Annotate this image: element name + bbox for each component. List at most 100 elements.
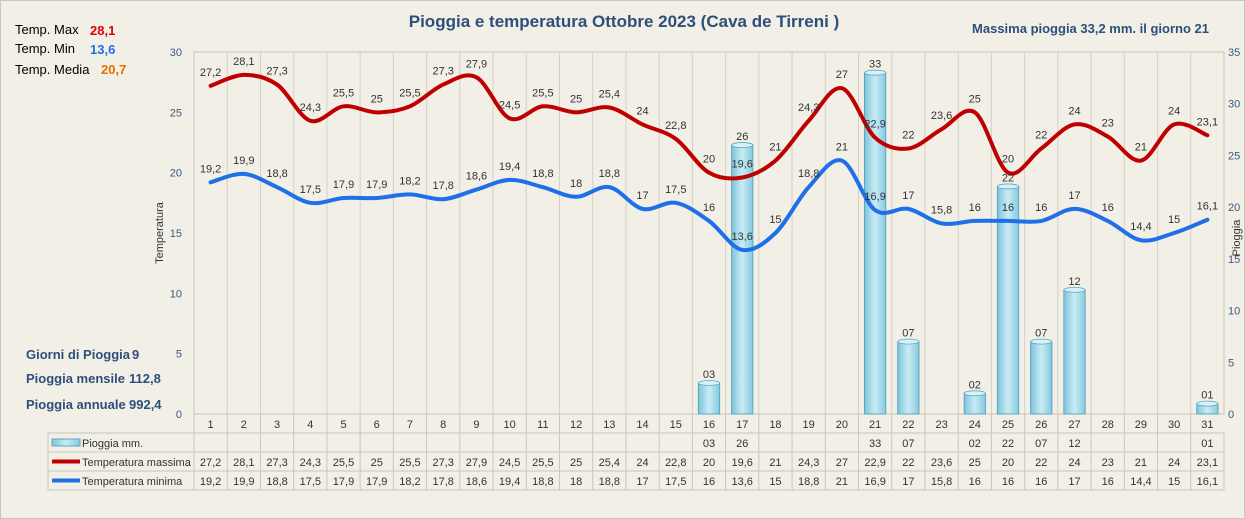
table-cell: 27,2: [200, 457, 221, 469]
y-tick-label: 10: [170, 288, 182, 300]
tmax-data-label: 27,3: [432, 66, 453, 78]
legend-tmin-name: Temperatura minima: [82, 476, 183, 488]
x-tick-label: 26: [1035, 419, 1047, 431]
rain-stats: Giorni di Pioggia 9 Pioggia mensile 112,…: [26, 347, 162, 412]
tmax-data-label: 25: [969, 93, 981, 105]
tmin-data-label: 17: [902, 190, 914, 202]
rain-data-label: 26: [736, 131, 748, 143]
y-axis-label: Temperatura: [154, 201, 166, 264]
tmax-data-label: 22,8: [665, 120, 686, 132]
table-cell: 20: [703, 457, 715, 469]
table-cell: 18,8: [599, 476, 620, 488]
temp-max-value: 28,1: [90, 23, 115, 38]
table-cell: 27,3: [266, 457, 287, 469]
tmin-line: [208, 158, 1210, 253]
x-tick-label: 28: [1102, 419, 1114, 431]
table-cell: 14,4: [1130, 476, 1151, 488]
tmin-data-label: 17,9: [366, 179, 387, 191]
x-tick-label: 22: [902, 419, 914, 431]
rain-days-value: 9: [132, 347, 139, 362]
tmax-data-label: 24: [636, 105, 648, 117]
tmin-data-label: 21: [836, 142, 848, 154]
y2-tick-label: 35: [1228, 47, 1240, 59]
table-cell: 24: [636, 457, 648, 469]
x-tick-label: 12: [570, 419, 582, 431]
table-cell: 24,3: [300, 457, 321, 469]
tmin-data-label: 16,9: [864, 191, 885, 203]
y-tick-label: 5: [176, 349, 182, 361]
table-row: [47, 470, 1225, 491]
x-tick-label: 19: [803, 419, 815, 431]
table-cell: 12: [1068, 438, 1080, 450]
rain-bar: [1030, 341, 1053, 415]
tmin-data-label: 16: [1102, 202, 1114, 214]
rain-bar-top: [963, 390, 986, 397]
tmax-data-label: 27,2: [200, 67, 221, 79]
x-tick-label: 27: [1068, 419, 1080, 431]
table-cell: 24: [1168, 457, 1180, 469]
rain-bar-top: [1196, 400, 1219, 407]
tmin-data-label: 17: [1068, 190, 1080, 202]
table-cell: 16: [703, 476, 715, 488]
table-cell: 25: [371, 457, 383, 469]
table-cell: 25: [570, 457, 582, 469]
table-cell: 19,2: [200, 476, 221, 488]
table-cell: 28,1: [233, 457, 254, 469]
data-labels: 03 26 33 07 02 22 07 12 01 27,2 28,1 27,3 24,3 25,5 25…: [200, 56, 1218, 402]
table-cell: 23,6: [931, 457, 952, 469]
table-cell: 17: [636, 476, 648, 488]
tmin-data-label: 18,6: [466, 171, 487, 183]
table-cell: 17: [1068, 476, 1080, 488]
tmin-data-label: 17,5: [300, 184, 321, 196]
max-rain-text: Massima pioggia 33,2 mm. il giorno 21: [972, 21, 1209, 36]
table-cell: 07: [902, 438, 914, 450]
x-tick-label: 30: [1168, 419, 1180, 431]
table-cell: 16: [1102, 476, 1114, 488]
x-tick-label: 16: [703, 419, 715, 431]
x-tick-label: 15: [670, 419, 682, 431]
rain-bar: [697, 382, 721, 415]
table-cell: 21: [769, 457, 781, 469]
tmax-data-label: 24,3: [798, 102, 819, 114]
table-cell: 16,9: [864, 476, 885, 488]
tmax-data-label: 28,1: [233, 56, 254, 68]
tmin-data-label: 18,8: [599, 168, 620, 180]
table-cell: 22,9: [864, 457, 885, 469]
x-tick-label: 13: [603, 419, 615, 431]
data-table: Pioggia mm. 03 26 33 07 02 22 07 12 01Temperatura…: [47, 414, 1225, 491]
y-tick-label: 30: [170, 47, 182, 59]
x-tick-label: 1: [208, 419, 214, 431]
tmax-data-label: 20: [703, 154, 715, 166]
y-tick-label: 15: [170, 228, 182, 240]
table-cell: 25,5: [333, 457, 354, 469]
temperature-stats: Temp. Max 28,1 Temp. Min 13,6 Temp. Medi…: [15, 22, 126, 77]
table-cell: 16,1: [1197, 476, 1218, 488]
table-cell: 07: [1035, 438, 1047, 450]
tmin-data-label: 16: [703, 202, 715, 214]
tmax-data-label: 22: [902, 130, 914, 142]
tmin-data-label: 15: [1168, 214, 1180, 226]
table-cell: 18: [570, 476, 582, 488]
table-cell: 18,6: [466, 476, 487, 488]
table-cell: 24: [1068, 457, 1080, 469]
table-cell: 18,8: [266, 476, 287, 488]
tmax-data-label: 25: [570, 93, 582, 105]
x-tick-label: 25: [1002, 419, 1014, 431]
tmax-data-label: 27: [836, 69, 848, 81]
legend-tmax-name: Temperatura massima: [82, 457, 192, 469]
tmax-data-label: 25: [371, 93, 383, 105]
x-tick-label: 18: [769, 419, 781, 431]
y2-tick-label: 0: [1228, 409, 1234, 421]
tmax-data-label: 27,9: [466, 58, 487, 70]
table-cell: 15,8: [931, 476, 952, 488]
rain-data-label: 22: [1002, 172, 1014, 184]
table-cell: 27,3: [432, 457, 453, 469]
tmax-data-label: 25,5: [333, 87, 354, 99]
chart-title: Pioggia e temperatura Ottobre 2023 (Cava…: [409, 12, 840, 31]
tmax-data-label: 19,6: [732, 158, 753, 170]
rain-bar-top: [897, 338, 920, 345]
tmin-data-label: 14,4: [1130, 221, 1151, 233]
tmin-data-label: 18,8: [266, 168, 287, 180]
